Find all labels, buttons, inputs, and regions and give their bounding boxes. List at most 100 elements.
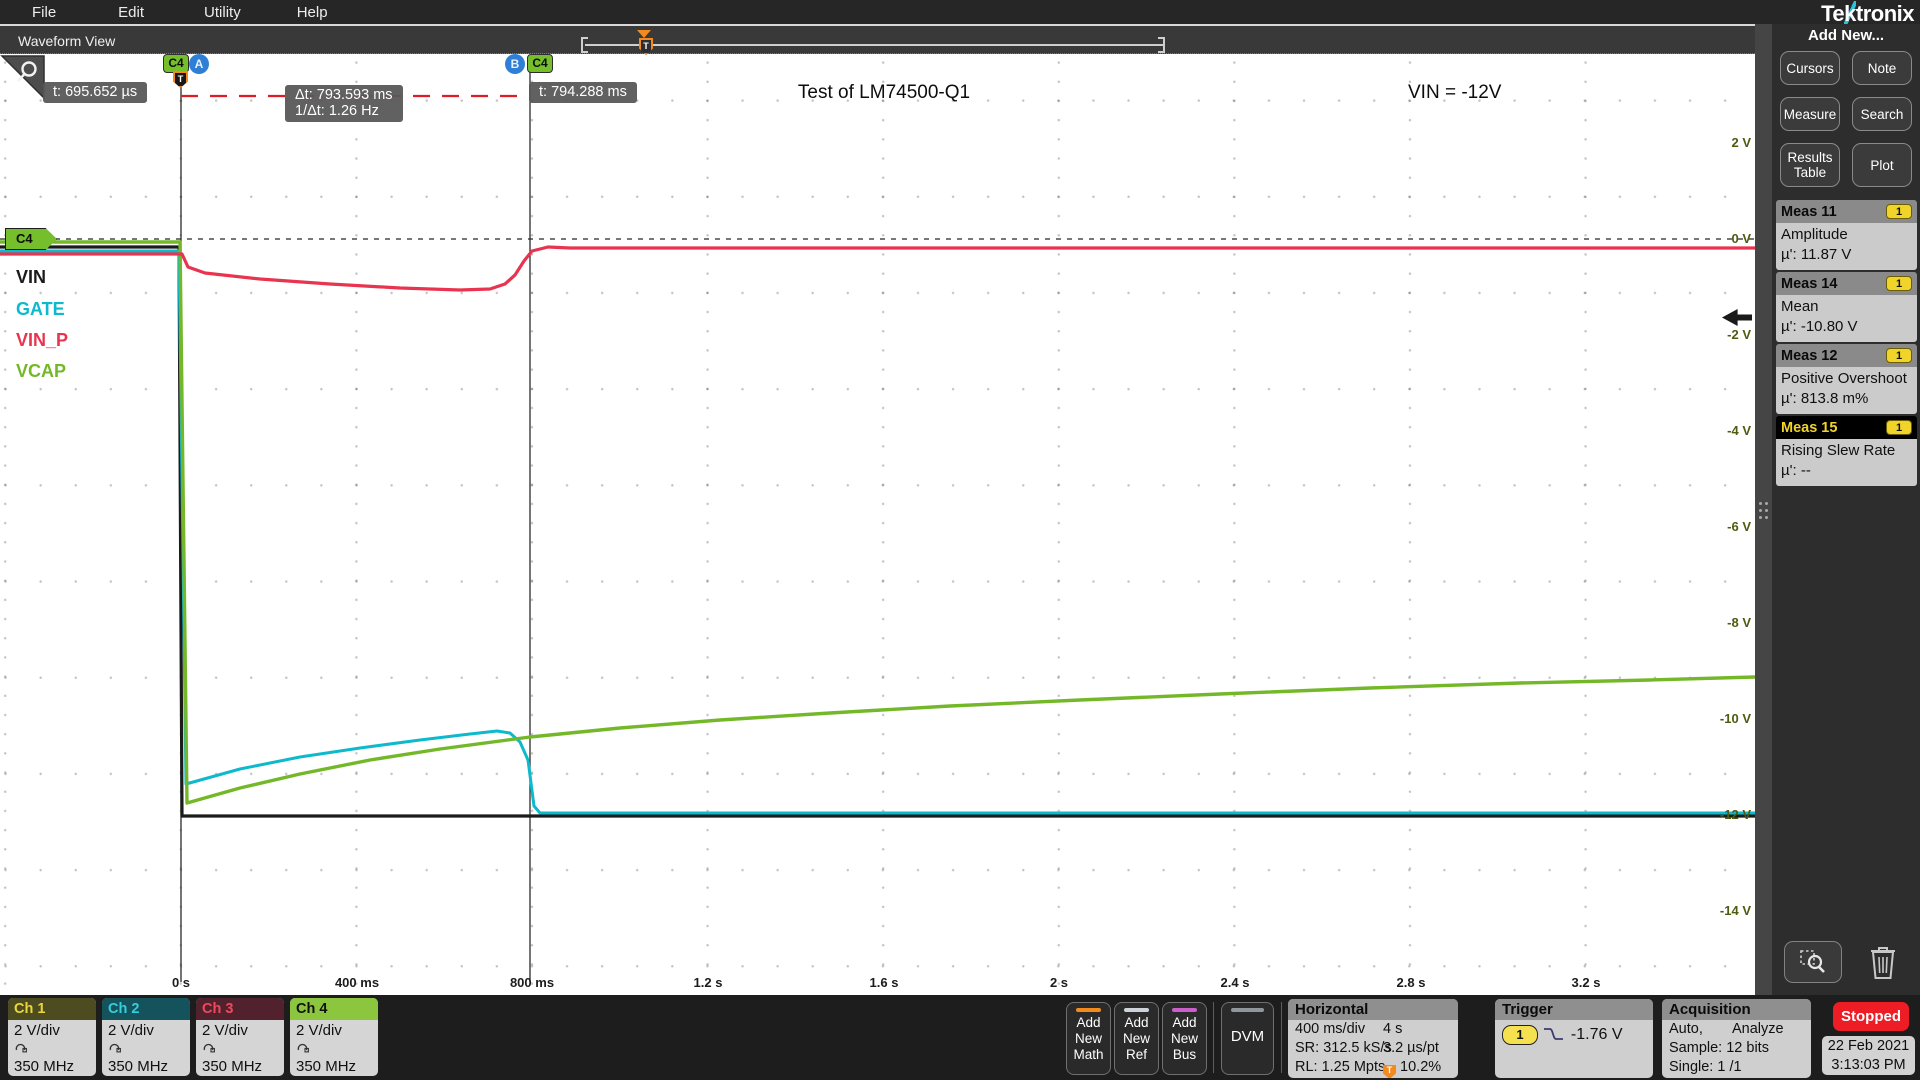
add-new-label: Add New... <box>1807 27 1885 44</box>
channel-badge-ch2[interactable]: Ch 2 2 V/div 350 MHz <box>102 998 190 1076</box>
y-tick: -6 V <box>1727 519 1751 534</box>
meas-source-badge: 1 <box>1886 276 1912 291</box>
cursor-b-channel-badge[interactable]: C4 <box>527 54 553 73</box>
y-tick: -8 V <box>1727 615 1751 630</box>
trigger-position-arrow-icon[interactable] <box>637 30 651 38</box>
note-vin[interactable]: VIN = -12V <box>1408 82 1502 103</box>
cursor-b-badge[interactable]: B <box>505 54 525 74</box>
menu-utility[interactable]: Utility <box>204 3 241 21</box>
trash-icon[interactable] <box>1868 943 1898 981</box>
trigger-time-flag-icon[interactable]: T <box>173 71 188 88</box>
dvm-button[interactable]: DVM <box>1221 1002 1274 1075</box>
measurement-list: Meas 11 1 Amplitude µ': 11.87 V Meas 14 1 M… <box>1776 200 1917 486</box>
separator <box>1213 1002 1214 1073</box>
trigger-panel[interactable]: Trigger 1 -1.76 V <box>1495 999 1653 1078</box>
channel-name: Ch 2 <box>108 1001 140 1017</box>
menu-edit[interactable]: Edit <box>118 3 145 21</box>
splitter-grip-icon[interactable] <box>1759 502 1768 526</box>
channel-scale: 2 V/div <box>14 1022 60 1039</box>
legend-vcap: VCAP <box>16 361 67 381</box>
measure-button[interactable]: Measure <box>1780 97 1840 131</box>
channel-badge-ch4[interactable]: Ch 4 2 V/div 350 MHz <box>290 998 378 1076</box>
cursor-b-readout[interactable]: t: 794.288 ms <box>529 82 637 103</box>
probe-icon <box>297 1043 309 1053</box>
channel-bandwidth: 350 MHz <box>202 1058 263 1075</box>
add-new-math-button[interactable]: Add New Math <box>1066 1002 1111 1075</box>
waveform-graticule[interactable]: C4 A B C4 T t: 695.652 µs Δt: 793.593 ms… <box>0 54 1755 995</box>
corner-zoom-button[interactable] <box>0 54 46 100</box>
trigger-title: Trigger <box>1495 999 1653 1020</box>
y-tick: -12 V <box>1719 807 1751 822</box>
time: 3:13:03 PM <box>1831 1057 1906 1073</box>
panel-splitter[interactable] <box>1755 24 1772 995</box>
menu-bar: File Edit Utility Help Tektronix <box>0 0 1920 26</box>
cursor-a-readout[interactable]: t: 695.652 µs <box>43 82 148 103</box>
meas-value: µ': -10.80 V <box>1781 318 1858 335</box>
results-table-button[interactable]: Results Table <box>1780 143 1840 187</box>
trace-vcap[interactable] <box>0 240 1755 805</box>
record-view-left-bracket[interactable] <box>581 37 588 53</box>
y-tick: -14 V <box>1719 903 1751 918</box>
search-button[interactable]: Search <box>1852 97 1912 131</box>
channel-badge-ch3[interactable]: Ch 3 2 V/div 350 MHz <box>196 998 284 1076</box>
y-tick: 0 V <box>1731 231 1751 246</box>
falling-edge-icon <box>1544 1028 1564 1041</box>
probe-icon <box>203 1043 215 1053</box>
cursors-button[interactable]: Cursors <box>1780 51 1840 85</box>
meas-source-badge: 1 <box>1886 420 1912 435</box>
meas-id: Meas 12 <box>1781 347 1838 364</box>
trace-gate[interactable] <box>0 249 1755 815</box>
cursor-delta-readout[interactable]: Δt: 793.593 ms 1/Δt: 1.26 Hz <box>285 85 403 122</box>
tab-waveform-view[interactable]: Waveform View <box>18 33 116 49</box>
note-title[interactable]: Test of LM74500-Q1 <box>797 82 971 103</box>
x-tick: 2.4 s <box>1220 975 1250 990</box>
record-view-line[interactable] <box>585 44 1163 46</box>
y-tick: -10 V <box>1719 711 1751 726</box>
probe-icon <box>109 1043 121 1053</box>
horizontal-panel[interactable]: Horizontal 400 ms/div 4 s SR: 312.5 kS/s 3… <box>1288 999 1458 1078</box>
trigger-source-badge: 1 <box>1502 1025 1538 1045</box>
menu-help[interactable]: Help <box>296 3 328 21</box>
x-tick: 0 s <box>171 975 191 990</box>
channel-name: Ch 4 <box>296 1001 328 1017</box>
channel-scale: 2 V/div <box>108 1022 154 1039</box>
trace-vin-p[interactable] <box>0 245 1755 292</box>
delta-t-value: Δt: 793.593 ms <box>295 87 393 103</box>
trigger-position-flag-icon[interactable]: T <box>639 38 653 55</box>
add-new-ref-button[interactable]: Add New Ref <box>1114 1002 1159 1075</box>
record-view-right-bracket[interactable] <box>1158 37 1165 53</box>
meas-value: µ': -- <box>1781 462 1811 479</box>
zoom-select-icon <box>1800 950 1825 973</box>
x-tick: 1.2 s <box>693 975 723 990</box>
measurement-badge-meas15[interactable]: Meas 15 1 Rising Slew Rate µ': -- <box>1776 416 1917 486</box>
acquisition-status-badge[interactable]: Stopped <box>1833 1002 1909 1031</box>
x-tick: 2.8 s <box>1396 975 1426 990</box>
meas-value: µ': 813.8 m% <box>1781 390 1869 407</box>
trigger-level: -1.76 V <box>1570 1026 1623 1044</box>
view-tab-bar: Waveform View T <box>0 24 1757 55</box>
meas-type: Mean <box>1781 298 1819 315</box>
zoom-mode-button[interactable] <box>1784 941 1842 983</box>
cursor-a-badge[interactable]: A <box>189 54 209 74</box>
x-tick: 400 ms <box>334 975 380 990</box>
horizontal-title: Horizontal <box>1288 999 1458 1020</box>
settings-bar: Ch 1 2 V/div 350 MHz Ch 2 2 V/div 350 MH… <box>0 995 1920 1080</box>
channel-badge-ch1[interactable]: Ch 1 2 V/div 350 MHz <box>8 998 96 1076</box>
ch4-ground-marker[interactable]: C4 <box>5 228 57 250</box>
plot-button[interactable]: Plot <box>1852 143 1912 187</box>
trace-vin[interactable] <box>0 245 1755 818</box>
meas-value: µ': 11.87 V <box>1781 246 1852 263</box>
separator <box>1281 1002 1282 1073</box>
channel-name: Ch 1 <box>14 1001 46 1017</box>
note-button[interactable]: Note <box>1852 51 1912 85</box>
date: 22 Feb 2021 <box>1827 1038 1910 1054</box>
add-new-bus-button[interactable]: Add New Bus <box>1162 1002 1207 1075</box>
measurement-badge-meas14[interactable]: Meas 14 1 Mean µ': -10.80 V <box>1776 272 1917 342</box>
cursor-a-channel-badge[interactable]: C4 <box>163 54 189 73</box>
measurement-badge-meas11[interactable]: Meas 11 1 Amplitude µ': 11.87 V <box>1776 200 1917 270</box>
measurement-badge-meas12[interactable]: Meas 12 1 Positive Overshoot µ': 813.8 m% <box>1776 344 1917 414</box>
acquisition-panel[interactable]: Acquisition Auto, Analyze Sample: 12 bits… <box>1662 999 1811 1078</box>
legend-vin-p: VIN_P <box>16 330 69 350</box>
menu-file[interactable]: File <box>32 3 57 21</box>
